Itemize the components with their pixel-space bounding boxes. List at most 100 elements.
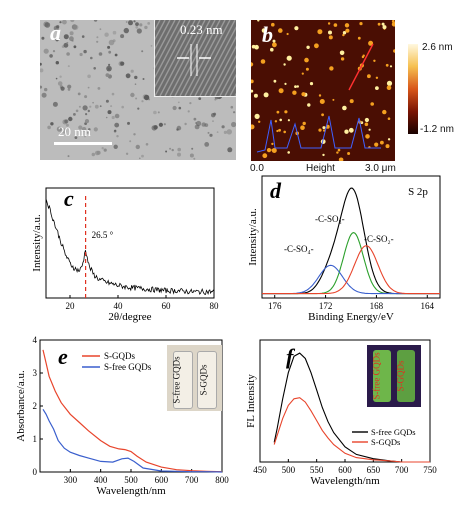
afm-dot xyxy=(274,120,278,123)
tem-particle xyxy=(136,28,142,34)
legend-label: S-free GQDs xyxy=(371,427,416,437)
afm-dot xyxy=(391,20,395,23)
panel-b-afm-image xyxy=(251,20,395,161)
afm-dot xyxy=(301,92,306,97)
tem-particle xyxy=(63,42,69,48)
tem-particle xyxy=(201,122,206,127)
tem-particle xyxy=(141,100,144,103)
afm-dot xyxy=(251,124,255,130)
afm-dot xyxy=(251,79,254,84)
tem-particle xyxy=(223,130,227,134)
tem-particle xyxy=(123,27,129,34)
afm-dot xyxy=(385,144,390,149)
afm-dot xyxy=(272,42,277,48)
tem-particle xyxy=(57,37,60,40)
tem-particle xyxy=(50,122,54,126)
tem-particle xyxy=(112,30,117,35)
afm-dot xyxy=(368,40,374,46)
y-tick-label: 2 xyxy=(33,401,38,411)
tem-particle xyxy=(157,111,160,114)
x-tick-label: 300 xyxy=(64,475,78,485)
tem-particle xyxy=(153,110,157,115)
afm-dot xyxy=(271,148,274,152)
peak-label-so4: -C-SO₄- xyxy=(284,244,314,254)
afm-dot xyxy=(276,110,280,114)
tem-particle xyxy=(105,99,109,103)
tem-particle xyxy=(52,101,58,107)
tem-particle xyxy=(49,54,53,58)
afm-dot xyxy=(287,151,290,154)
tem-particle xyxy=(171,148,174,152)
tem-particle xyxy=(67,84,72,89)
afm-dot xyxy=(357,36,361,40)
afm-dot xyxy=(345,28,350,33)
tem-particle xyxy=(110,105,113,108)
tem-particle xyxy=(41,92,47,98)
panel-f-vial-photo: S-free GQDs S-GQDs xyxy=(367,345,421,407)
afm-dot xyxy=(257,20,260,22)
tem-particle xyxy=(177,152,181,157)
afm-dot xyxy=(278,88,284,94)
tem-particle xyxy=(79,52,83,57)
panel-c: 20 40 60 80 2θ/degree Intensity/a.u. c 26.5 ° xyxy=(31,186,219,323)
tem-particle xyxy=(87,86,90,89)
tem-particle xyxy=(133,20,136,23)
tem-particle xyxy=(111,115,115,120)
afm-dot xyxy=(306,45,310,49)
lattice-fringe xyxy=(155,20,171,51)
tem-particle xyxy=(135,97,138,100)
tem-particle xyxy=(92,101,94,104)
tem-particle xyxy=(169,147,172,150)
tem-particle xyxy=(145,143,149,146)
legend-label: S-GQDs xyxy=(371,437,400,447)
tem-particle xyxy=(43,48,49,54)
lattice-fringes xyxy=(155,20,236,96)
tem-particle xyxy=(125,152,129,155)
afm-dot xyxy=(377,22,381,26)
peak-label-so2: -C-SO₂- xyxy=(364,234,394,244)
tem-particle xyxy=(97,87,101,90)
afm-dot xyxy=(258,120,261,124)
afm-dot xyxy=(286,55,292,61)
afm-dot xyxy=(251,62,254,67)
lattice-spacing-label: 0.23 nm xyxy=(180,22,223,37)
tem-particle xyxy=(133,133,136,136)
tem-particle xyxy=(147,22,151,25)
afm-dot xyxy=(380,140,384,145)
afm-dot xyxy=(260,59,266,64)
tem-particle xyxy=(114,122,120,128)
afm-dot xyxy=(278,128,281,132)
tem-particle xyxy=(221,125,225,129)
tem-particle xyxy=(135,144,140,150)
tem-particle xyxy=(81,35,85,38)
afm-height-profile xyxy=(256,115,381,153)
tem-particle xyxy=(55,61,59,65)
panel-f: 450 500 550 600 650 700 750 Wavelength/nm FL Int… xyxy=(245,339,437,487)
tem-particle xyxy=(135,22,139,26)
x-tick-label: 700 xyxy=(185,475,199,485)
tem-particle xyxy=(91,152,95,157)
tem-particle xyxy=(88,128,91,131)
tem-particle xyxy=(81,127,87,132)
tem-particle xyxy=(193,117,197,121)
afm-dot xyxy=(333,23,338,27)
afm-dot xyxy=(300,125,305,130)
afm-dot xyxy=(254,44,259,50)
tem-inset-hrtem xyxy=(154,20,236,97)
x-tick-label: 60 xyxy=(162,301,172,311)
afm-dot xyxy=(375,86,379,90)
lattice-fringe xyxy=(219,64,236,96)
x-tick-label: 700 xyxy=(395,465,409,475)
lattice-fringe xyxy=(169,20,211,96)
afm-dot xyxy=(271,22,275,27)
tem-particle xyxy=(107,110,112,115)
fl-curve xyxy=(273,397,430,463)
afm-dot xyxy=(254,113,260,119)
afm-height-label: Height xyxy=(306,163,335,174)
afm-dot xyxy=(385,63,389,67)
absorbance-curve xyxy=(42,408,223,473)
tem-particle xyxy=(44,87,48,92)
y-axis-label: FL Intensity xyxy=(245,374,257,428)
legend-label: S-free GQDs xyxy=(104,362,152,372)
